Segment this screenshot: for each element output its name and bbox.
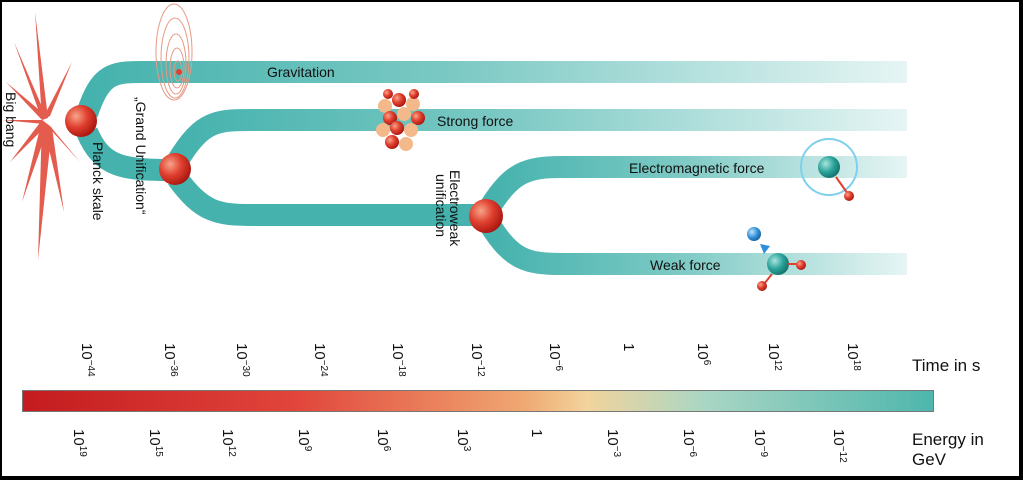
electroweak-node: [469, 199, 503, 233]
gravity-ripple-icon: [155, 3, 193, 101]
branch-weak: [480, 218, 907, 275]
big-bang-burst-icon: [2, 12, 80, 260]
energy-tick: 1: [528, 429, 545, 438]
branch-planck-to-gut: [76, 127, 173, 181]
strong-force-label: Strong force: [437, 113, 513, 129]
time-tick: 106: [694, 343, 712, 366]
time-tick: 1012: [765, 343, 783, 371]
force-branches: [76, 61, 907, 275]
energy-tick: 1015: [146, 429, 164, 457]
time-axis-title: Time in s: [912, 356, 981, 375]
electroweak-label-line1: Electroweak: [447, 170, 463, 247]
gravitation-label: Gravitation: [267, 64, 335, 80]
time-tick: 10−12: [468, 343, 486, 377]
time-tick: 1: [620, 343, 637, 352]
weak-force-label: Weak force: [650, 257, 721, 273]
energy-tick: 103: [454, 429, 472, 452]
energy-tick: 1012: [219, 429, 237, 457]
time-tick: 1018: [844, 343, 862, 371]
branch-electromagnetic: [480, 156, 907, 213]
energy-time-gradient-bar: [22, 390, 934, 412]
energy-tick: 10−9: [751, 429, 769, 458]
branch-gut-to-electroweak: [168, 171, 482, 226]
branch-gravitation: [76, 61, 907, 118]
atom-icon: [800, 138, 858, 201]
weak-decay-icon: [747, 227, 806, 291]
energy-tick: 1019: [70, 429, 88, 457]
energy-tick: 10−12: [830, 429, 848, 463]
energy-tick: 10−3: [604, 429, 622, 458]
time-tick: 10−36: [161, 343, 179, 377]
time-tick: 10−6: [546, 343, 564, 372]
planck-scale-label: Planck skale: [90, 142, 106, 221]
energy-tick: 106: [374, 429, 392, 452]
grand-unification-node: [159, 153, 191, 185]
time-tick: 10−24: [311, 343, 329, 377]
electroweak-label-line2: unification: [433, 174, 449, 237]
big-bang-label: Big bang: [3, 92, 19, 147]
grand-unification-label: „Grand Unification“: [133, 97, 149, 215]
time-tick: 10−44: [78, 343, 96, 377]
energy-axis-title: Energy in GeV: [912, 430, 984, 469]
energy-tick: 10−6: [680, 429, 698, 458]
branch-strong: [167, 109, 907, 168]
time-tick: 10−18: [389, 343, 407, 377]
energy-tick: 109: [295, 429, 313, 452]
nucleus-icon: [376, 89, 425, 151]
electromagnetic-force-label: Electromagnetic force: [629, 160, 765, 176]
planck-node: [65, 105, 97, 137]
time-tick: 10−30: [233, 343, 251, 377]
force-unification-diagram: Gravitation Strong force Electromagnetic…: [2, 3, 907, 291]
